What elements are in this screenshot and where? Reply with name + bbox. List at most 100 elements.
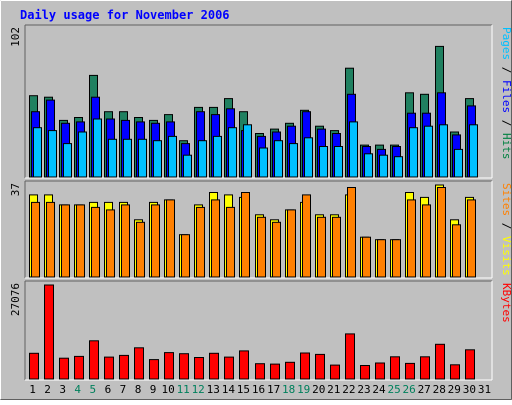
bar-pages-day-16 bbox=[259, 147, 268, 178]
bar-kbytes-day-10 bbox=[164, 352, 174, 380]
bar-kbytes-day-16 bbox=[255, 363, 265, 380]
bar-pages-day-18 bbox=[289, 143, 298, 178]
bar-pages-day-25 bbox=[394, 156, 403, 178]
bar-pages-day-26 bbox=[409, 127, 418, 178]
panel-max-label: 102 bbox=[9, 27, 22, 47]
bar-kbytes-day-27 bbox=[420, 356, 430, 380]
legend-item--: / bbox=[500, 60, 512, 80]
bar-kbytes-day-30 bbox=[465, 349, 475, 380]
bar-kbytes-day-9 bbox=[149, 359, 159, 380]
bar-pages-day-1 bbox=[33, 127, 42, 178]
bar-pages-day-28 bbox=[439, 124, 448, 178]
x-tick-label-17: 17 bbox=[267, 383, 280, 396]
bar-sites-day-25 bbox=[392, 239, 401, 278]
bar-pages-day-8 bbox=[138, 138, 147, 178]
bar-pages-day-29 bbox=[454, 148, 463, 178]
x-tick-label-4: 4 bbox=[74, 383, 81, 396]
bar-kbytes-day-4 bbox=[74, 355, 84, 380]
x-tick-label-30: 30 bbox=[463, 383, 476, 396]
bar-sites-day-2 bbox=[46, 201, 55, 278]
bar-pages-day-23 bbox=[364, 153, 373, 178]
legend-item-sites: Sites bbox=[500, 183, 512, 216]
bar-sites-day-26 bbox=[407, 199, 416, 278]
bar-pages-day-9 bbox=[153, 140, 162, 178]
x-tick-label-16: 16 bbox=[252, 383, 265, 396]
bar-sites-day-23 bbox=[362, 236, 371, 278]
legend-item-hits: Hits bbox=[500, 133, 512, 160]
panel-bottom: 27076 KBytes bbox=[9, 280, 512, 381]
bar-kbytes-day-25 bbox=[390, 356, 400, 380]
bar-pages-day-19 bbox=[304, 137, 313, 178]
bar-kbytes-day-28 bbox=[435, 343, 445, 380]
x-tick-label-21: 21 bbox=[327, 383, 340, 396]
x-tick-label-28: 28 bbox=[433, 383, 446, 396]
bar-sites-day-28 bbox=[437, 187, 446, 278]
bar-sites-day-14 bbox=[226, 206, 235, 278]
x-tick-label-20: 20 bbox=[312, 383, 325, 396]
legend-item--: / bbox=[500, 113, 512, 133]
legend-item--: / bbox=[500, 216, 512, 236]
bar-sites-day-22 bbox=[347, 187, 356, 278]
bar-pages-day-5 bbox=[93, 118, 102, 178]
bar-kbytes-day-17 bbox=[270, 363, 280, 380]
x-tick-label-26: 26 bbox=[402, 383, 415, 396]
bar-kbytes-day-18 bbox=[285, 361, 295, 380]
bar-sites-day-10 bbox=[166, 199, 175, 278]
bar-pages-day-7 bbox=[123, 138, 132, 178]
x-axis: 1 2 3 4 5 6 7 8 9 10 11 12 13 14 15 16 17 18 19 20 21 22 23 24 2… bbox=[29, 383, 491, 396]
x-tick-label-27: 27 bbox=[418, 383, 431, 396]
bar-pages-day-22 bbox=[349, 121, 358, 178]
bar-kbytes-day-29 bbox=[450, 364, 460, 380]
legend-item-kbytes: KBytes bbox=[500, 283, 512, 323]
bar-sites-day-5 bbox=[91, 206, 100, 278]
panel-middle: 37 Sites / Visits bbox=[9, 180, 512, 279]
bar-sites-day-16 bbox=[257, 216, 266, 278]
bar-pages-day-21 bbox=[334, 146, 343, 178]
bar-sites-day-29 bbox=[452, 224, 461, 278]
panel-legend: KBytes bbox=[500, 283, 512, 323]
bar-pages-day-6 bbox=[108, 138, 117, 178]
bar-kbytes-day-5 bbox=[89, 340, 99, 380]
bar-kbytes-day-26 bbox=[405, 362, 415, 380]
legend-item-files: Files bbox=[500, 80, 512, 113]
bar-kbytes-day-23 bbox=[360, 365, 370, 380]
bar-sites-day-12 bbox=[196, 206, 205, 278]
bar-sites-day-6 bbox=[106, 209, 115, 278]
bar-pages-day-13 bbox=[213, 135, 222, 178]
bar-kbytes-day-20 bbox=[315, 353, 325, 380]
bar-pages-day-10 bbox=[168, 135, 177, 178]
bar-sites-day-13 bbox=[211, 199, 220, 278]
bar-pages-day-27 bbox=[424, 125, 433, 178]
bar-pages-day-17 bbox=[274, 140, 283, 178]
x-tick-label-18: 18 bbox=[282, 383, 295, 396]
bar-sites-day-18 bbox=[287, 209, 296, 278]
bar-pages-day-3 bbox=[63, 143, 72, 178]
bar-sites-day-8 bbox=[136, 221, 145, 278]
x-tick-label-3: 3 bbox=[59, 383, 66, 396]
x-tick-label-1: 1 bbox=[29, 383, 36, 396]
bar-pages-day-20 bbox=[319, 146, 328, 178]
bar-kbytes-day-7 bbox=[119, 354, 129, 380]
panel-legend: Sites / Visits bbox=[500, 183, 512, 276]
bar-kbytes-day-19 bbox=[300, 352, 310, 380]
panel-top: 102 Pages / Files / Hits bbox=[9, 24, 512, 179]
panel-legend: Pages / Files / Hits bbox=[500, 27, 512, 160]
bar-sites-day-30 bbox=[467, 199, 476, 278]
bar-sites-day-3 bbox=[61, 204, 70, 278]
bar-pages-day-14 bbox=[228, 127, 237, 178]
bar-pages-day-24 bbox=[379, 154, 388, 178]
x-tick-label-25: 25 bbox=[387, 383, 400, 396]
bar-sites-day-4 bbox=[76, 204, 85, 278]
bar-kbytes-day-2 bbox=[44, 284, 54, 380]
x-tick-label-23: 23 bbox=[357, 383, 370, 396]
x-tick-label-15: 15 bbox=[237, 383, 250, 396]
bar-kbytes-day-14 bbox=[224, 356, 234, 380]
legend-item-pages: Pages bbox=[500, 27, 512, 60]
bar-sites-day-20 bbox=[317, 216, 326, 278]
bar-kbytes-day-1 bbox=[29, 352, 39, 380]
bar-sites-day-21 bbox=[332, 216, 341, 278]
x-tick-label-31: 31 bbox=[478, 383, 491, 396]
x-tick-label-7: 7 bbox=[120, 383, 127, 396]
